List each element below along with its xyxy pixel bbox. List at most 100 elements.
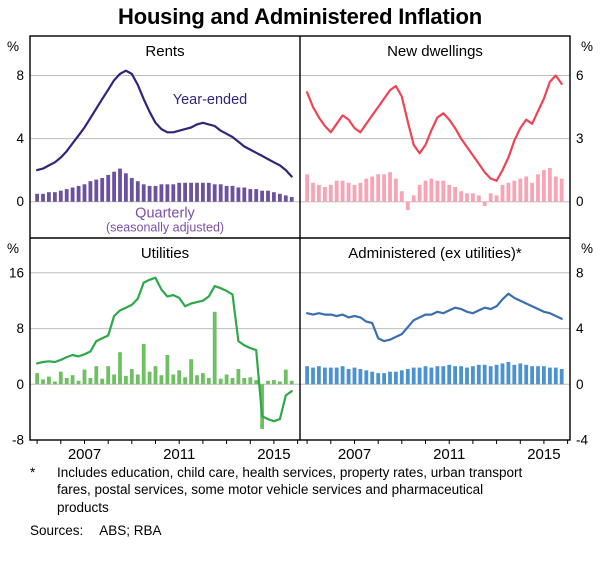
bar <box>471 366 475 385</box>
bar <box>177 182 182 202</box>
bar <box>465 193 469 202</box>
bar <box>328 184 333 202</box>
chart-title: Housing and Administered Inflation <box>118 4 482 29</box>
bar <box>494 364 499 385</box>
bar <box>254 380 259 385</box>
bar <box>272 192 276 202</box>
bar <box>183 377 187 385</box>
bar <box>476 195 481 202</box>
bar <box>224 185 229 202</box>
bar <box>411 195 416 202</box>
bar <box>135 374 140 385</box>
bar <box>212 311 217 385</box>
chart-frame <box>29 35 571 441</box>
panel-utilities: Utilities 16 8 0 -8% 2007 2011 2015 <box>7 241 300 462</box>
new-dwellings-panel-title: New dwellings <box>387 43 483 60</box>
x-tick-label: 2011 <box>433 446 465 462</box>
bar <box>266 380 270 385</box>
utilities-year-ended-line <box>35 276 293 423</box>
bar <box>206 182 211 202</box>
bar <box>376 373 381 385</box>
bar <box>328 367 333 385</box>
bar <box>100 378 105 385</box>
bar <box>47 376 51 385</box>
administered-year-ended-line <box>306 292 563 343</box>
bar <box>394 371 398 385</box>
bar <box>453 187 457 202</box>
bar <box>189 359 193 385</box>
bar <box>260 190 264 202</box>
bar <box>305 366 309 385</box>
bar <box>417 367 422 385</box>
y-tick-label: 8 <box>16 321 24 336</box>
bar <box>311 182 315 202</box>
bar <box>189 182 193 202</box>
utilities-panel-title: Utilities <box>141 245 189 262</box>
bar <box>317 366 321 385</box>
bar <box>230 378 235 385</box>
bar <box>536 174 540 202</box>
bar <box>212 184 217 202</box>
bar <box>417 184 422 202</box>
rents-annotation-2: (seasonally adjusted) <box>106 221 224 235</box>
percent-axis-label: % <box>7 39 19 54</box>
y-tick-label: 0 <box>576 194 584 209</box>
bar <box>399 370 404 385</box>
bar <box>206 378 211 385</box>
bar <box>334 180 339 202</box>
bar <box>423 366 428 385</box>
bar <box>352 367 357 385</box>
bar <box>82 369 87 385</box>
y-tick-label: 3 <box>576 131 584 146</box>
bar <box>159 184 164 202</box>
bar <box>388 172 392 202</box>
bar <box>317 184 321 202</box>
y-tick-label: 0 <box>576 377 584 392</box>
bar <box>346 182 351 202</box>
y-tick-label: 0 <box>16 194 24 209</box>
bar <box>441 366 446 385</box>
bar <box>530 182 534 202</box>
bar <box>411 367 416 385</box>
bar <box>254 189 259 202</box>
bar <box>506 362 511 385</box>
bar <box>289 197 294 202</box>
bar <box>512 180 517 202</box>
bar <box>112 374 116 385</box>
bar <box>548 367 552 385</box>
bar <box>500 184 505 202</box>
bar <box>53 192 57 202</box>
x-tick-label: 2007 <box>68 446 101 462</box>
footnote-marker: * <box>30 465 36 480</box>
bar <box>94 179 99 202</box>
bar <box>141 343 146 385</box>
bar <box>41 193 45 202</box>
bar <box>272 380 276 385</box>
bar <box>100 178 105 202</box>
bar <box>494 195 499 202</box>
bar <box>435 366 440 385</box>
bar <box>376 174 381 202</box>
bar <box>311 367 315 385</box>
bar <box>447 364 452 385</box>
bar <box>201 373 205 385</box>
bar <box>35 373 39 385</box>
bar <box>506 182 511 202</box>
y-tick-label: 8 <box>16 68 24 83</box>
bar <box>124 173 128 202</box>
bar <box>423 180 428 202</box>
y-tick-label: 4 <box>576 321 584 336</box>
bar <box>58 371 63 385</box>
bar <box>524 176 529 202</box>
bar <box>35 193 39 202</box>
bar <box>553 367 558 385</box>
bar <box>242 378 247 385</box>
bar <box>405 201 410 211</box>
utilities-quarterly-bars <box>35 311 294 429</box>
bar <box>358 182 363 202</box>
bar <box>447 184 452 202</box>
bar <box>388 371 392 385</box>
bar <box>500 363 505 385</box>
bar <box>346 369 351 385</box>
